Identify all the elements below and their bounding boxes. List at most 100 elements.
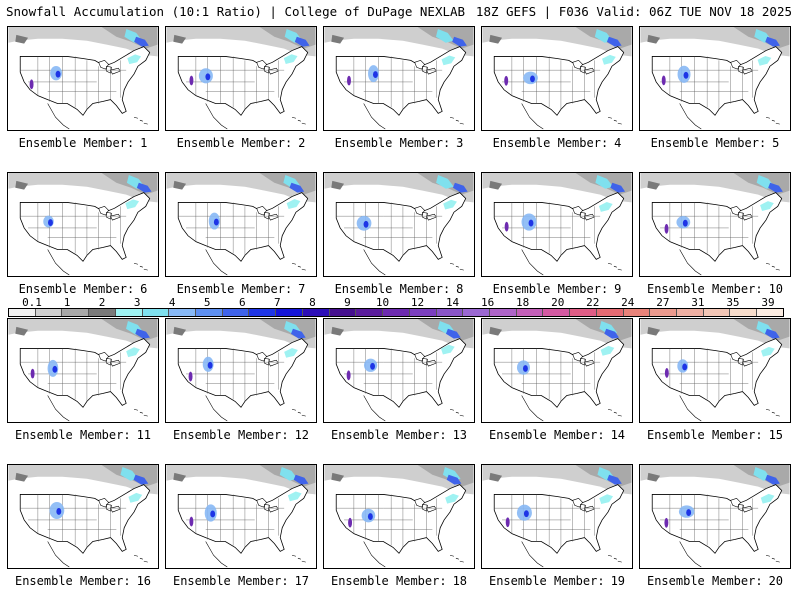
colorbar-swatch bbox=[249, 309, 277, 316]
member-label-text: Ensemble Member: bbox=[492, 282, 609, 296]
colorbar-tick-label: 5 bbox=[203, 296, 211, 309]
colorbar-tick-label: 9 bbox=[344, 296, 351, 309]
colorbar-tick-label: 3 bbox=[133, 296, 141, 309]
member-number: 2 bbox=[298, 136, 306, 150]
member-number: 9 bbox=[614, 282, 622, 296]
colorbar-tick-label: 16 bbox=[480, 296, 495, 309]
snowfall-map bbox=[8, 27, 158, 130]
map-panel-member-16 bbox=[7, 464, 159, 569]
colorbar-swatch bbox=[356, 309, 384, 316]
member-number: 20 bbox=[768, 574, 784, 588]
member-number: 18 bbox=[452, 574, 468, 588]
colorbar-swatch bbox=[650, 309, 677, 316]
member-number: 8 bbox=[456, 282, 464, 296]
colorbar-swatch bbox=[62, 309, 90, 316]
member-label: Ensemble Member: 3 bbox=[319, 136, 479, 150]
member-number: 16 bbox=[136, 574, 152, 588]
map-panel-member-7 bbox=[165, 172, 317, 277]
colorbar-tick-label: 31 bbox=[691, 296, 705, 309]
snowfall-map bbox=[8, 173, 158, 276]
member-label-text: Ensemble Member: bbox=[14, 428, 131, 442]
member-number: 13 bbox=[452, 428, 468, 442]
map-panel-member-17 bbox=[165, 464, 317, 569]
member-label: Ensemble Member: 2 bbox=[161, 136, 321, 150]
colorbar-swatch bbox=[623, 309, 651, 316]
colorbar-tick-label: 7 bbox=[274, 296, 281, 309]
member-label-text: Ensemble Member: bbox=[492, 136, 609, 150]
member-label-text: Ensemble Member: bbox=[646, 282, 763, 296]
colorbar-tick-label: 12 bbox=[410, 296, 425, 309]
colorbar-swatch bbox=[35, 309, 63, 316]
snowfall-map bbox=[640, 465, 790, 568]
map-panel-member-2 bbox=[165, 26, 317, 131]
member-label: Ensemble Member: 11 bbox=[3, 428, 163, 442]
map-panel-member-8 bbox=[323, 172, 475, 277]
snowfall-map bbox=[324, 27, 474, 130]
colorbar-tick-label: 2 bbox=[98, 296, 106, 309]
snowfall-map bbox=[324, 319, 474, 422]
colorbar-swatch bbox=[409, 309, 437, 316]
colorbar-swatch bbox=[436, 309, 464, 316]
colorbar-swatch bbox=[757, 309, 783, 316]
member-label: Ensemble Member: 16 bbox=[3, 574, 163, 588]
colorbar-swatch bbox=[302, 309, 330, 316]
colorbar-tick-label: 18 bbox=[516, 296, 530, 309]
member-label-text: Ensemble Member: bbox=[172, 574, 289, 588]
colorbar-swatch bbox=[9, 309, 36, 316]
colorbar-swatch bbox=[196, 309, 223, 316]
colorbar-tick-label: 0.1 bbox=[22, 296, 42, 309]
colorbar-swatch bbox=[489, 309, 517, 316]
colorbar-swatch bbox=[463, 309, 490, 316]
member-label: Ensemble Member: 9 bbox=[477, 282, 637, 296]
snowfall-map bbox=[324, 465, 474, 568]
colorbar-tick-label: 4 bbox=[168, 296, 176, 309]
colorbar-tick-label: 10 bbox=[375, 296, 390, 309]
member-number: 5 bbox=[772, 136, 780, 150]
colorbar-swatch bbox=[676, 309, 704, 316]
snowfall-map bbox=[482, 465, 632, 568]
member-label: Ensemble Member: 8 bbox=[319, 282, 479, 296]
colorbar bbox=[8, 308, 784, 317]
member-label-text: Ensemble Member: bbox=[172, 428, 289, 442]
map-panel-member-14 bbox=[481, 318, 633, 423]
colorbar-swatch bbox=[115, 309, 143, 316]
colorbar-labels: 0.1 1 2 3 4 5 6 7 8 9 10 12 14 16 18 20 22 24 27 31 35 39 bbox=[8, 296, 784, 309]
member-label: Ensemble Member: 13 bbox=[319, 428, 479, 442]
colorbar-swatch bbox=[543, 309, 571, 316]
member-label-text: Ensemble Member: bbox=[14, 574, 131, 588]
colorbar-swatch bbox=[596, 309, 624, 316]
colorbar-tick-label: 22 bbox=[586, 296, 600, 309]
map-panel-member-15 bbox=[639, 318, 791, 423]
snowfall-map bbox=[640, 173, 790, 276]
snowfall-map bbox=[8, 319, 158, 422]
run-valid-time: 18Z GEFS | F036 Valid: 06Z TUE NOV 18 20… bbox=[475, 4, 792, 19]
snowfall-map bbox=[8, 465, 158, 568]
member-number: 10 bbox=[768, 282, 784, 296]
colorbar-tick-label: 35 bbox=[726, 296, 740, 309]
colorbar-tick-label: 8 bbox=[309, 296, 316, 309]
map-panel-member-13 bbox=[323, 318, 475, 423]
map-panel-member-10 bbox=[639, 172, 791, 277]
member-number: 17 bbox=[294, 574, 310, 588]
colorbar-tick-label: 1 bbox=[63, 296, 71, 309]
member-number: 6 bbox=[140, 282, 148, 296]
member-label: Ensemble Member: 12 bbox=[161, 428, 321, 442]
member-label-text: Ensemble Member: bbox=[330, 428, 447, 442]
map-panel-member-12 bbox=[165, 318, 317, 423]
member-label: Ensemble Member: 4 bbox=[477, 136, 637, 150]
snowfall-map bbox=[640, 27, 790, 130]
colorbar-swatch bbox=[222, 309, 250, 316]
member-label: Ensemble Member: 10 bbox=[635, 282, 795, 296]
member-label-text: Ensemble Member: bbox=[330, 574, 447, 588]
colorbar-swatch bbox=[516, 309, 544, 316]
map-panel-member-4 bbox=[481, 26, 633, 131]
colorbar-tick-label: 24 bbox=[621, 296, 635, 309]
colorbar-swatch bbox=[169, 309, 197, 316]
map-panel-member-18 bbox=[323, 464, 475, 569]
colorbar-swatch bbox=[142, 309, 170, 316]
member-label-text: Ensemble Member: bbox=[18, 136, 135, 150]
map-panel-member-5 bbox=[639, 26, 791, 131]
member-label-text: Ensemble Member: bbox=[650, 136, 767, 150]
colorbar-swatch bbox=[276, 309, 303, 316]
member-label-text: Ensemble Member: bbox=[176, 282, 293, 296]
